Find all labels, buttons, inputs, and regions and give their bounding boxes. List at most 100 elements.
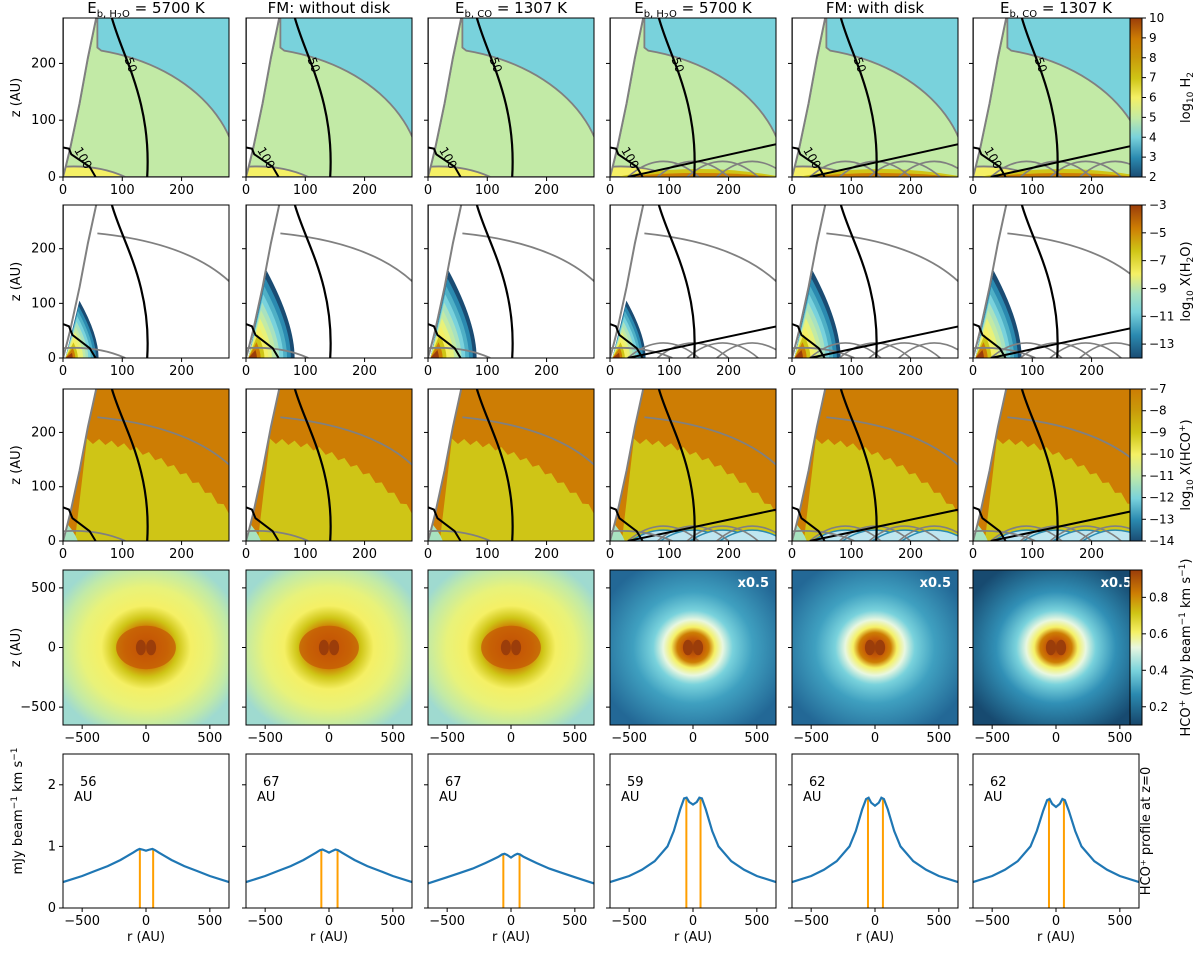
disk-edge-line [809, 325, 958, 358]
cavity-region [246, 18, 281, 177]
emission-map-4: x0.5 −500 0 500 [606, 569, 777, 746]
disk-band [1081, 529, 1139, 541]
disk-edge-line [990, 325, 1139, 358]
contour-100K [63, 506, 97, 541]
contour-50K [839, 389, 878, 541]
disk-contour [627, 342, 700, 358]
colorbar-tick-label: 2 [1149, 170, 1157, 184]
disk-edge-line [809, 143, 958, 177]
x-tick-label: −500 [974, 914, 1010, 929]
contour-50K [657, 389, 696, 541]
scale-label: x0.5 [920, 576, 951, 591]
h2o-band [248, 342, 261, 358]
cavity-region [63, 389, 98, 541]
h2o-band [430, 350, 439, 358]
colorbar-tick-label: 3 [1149, 150, 1157, 164]
colorbar-fill [1129, 388, 1143, 542]
panel-frame [62, 17, 230, 178]
x-axis-label: r (AU) [856, 930, 894, 945]
colorbar-2: −3 −5 −7 −9 −11 −13 log10 X(H2O) [1129, 198, 1196, 359]
disk-contour [656, 525, 730, 541]
colorbar-tick-label: 0.4 [1149, 663, 1168, 677]
emission-image [973, 570, 1139, 725]
emission-peak-right [875, 639, 886, 656]
disk-contour [838, 160, 912, 177]
disk-contour [838, 525, 912, 541]
cavity-region [63, 205, 98, 358]
x-tick-label: 0 [424, 364, 432, 379]
x-tick-label: 200 [169, 547, 194, 562]
x-tick-label: 0 [1052, 914, 1060, 929]
emission-peak-left [318, 639, 329, 656]
colorbar-tick-label: 0.2 [1149, 700, 1168, 714]
peak-separation-unit: AU [74, 790, 92, 805]
colorbar-tick-label: 9 [1149, 31, 1157, 45]
column-title-3: Eb, CO = 1307 K [455, 0, 568, 20]
x-tick-label: 0 [788, 183, 796, 198]
cavity-region [428, 18, 463, 177]
emission-peak-right [1056, 639, 1067, 656]
panel-frame [609, 388, 777, 542]
x-axis-label: r (AU) [674, 930, 712, 945]
colorbar-tick-label: −7 [1149, 382, 1167, 396]
x-tick-label: 100 [1020, 183, 1045, 198]
panel-frame [791, 17, 959, 178]
x-axis-label: r (AU) [310, 930, 348, 945]
panel-frame [609, 204, 777, 359]
inner-contour [792, 530, 855, 541]
x-tick-label: −500 [429, 914, 465, 929]
peak-separation-value: 62 [809, 775, 826, 790]
disk-contour [1079, 160, 1139, 177]
contour-50K [657, 18, 696, 177]
disk-contour [898, 160, 958, 177]
colorbar-tick-label: −7 [1149, 254, 1167, 268]
outer-contour [644, 232, 776, 283]
disk-band [900, 529, 958, 541]
contour-50K [475, 18, 514, 177]
colorbar-fill [1129, 204, 1143, 359]
x-tick-label: 500 [1107, 731, 1132, 746]
x-tick-label: 0 [325, 731, 333, 746]
x-tick-label: 0 [507, 731, 515, 746]
x-tick-label: 100 [657, 547, 682, 562]
x-tick-label: 200 [534, 364, 559, 379]
inner-contour [610, 346, 673, 358]
contour-100K [792, 506, 826, 541]
x-tick-label: 200 [716, 364, 741, 379]
outer-contour [280, 416, 412, 466]
h2o-panel-5: 0 100 200 [788, 204, 959, 379]
olive-region [621, 438, 776, 541]
outer-contour [462, 416, 594, 466]
colorbar-tick-label: −9 [1149, 281, 1167, 295]
x-axis-label: r (AU) [1037, 930, 1075, 945]
x-tick-label: 100 [475, 364, 500, 379]
scale-label: x0.5 [738, 576, 769, 591]
inner-contour [63, 530, 126, 541]
x-tick-label: 200 [169, 364, 194, 379]
outer-contour [97, 232, 229, 283]
contour-100K [973, 146, 1007, 177]
y-axis-label-z: z (AU) [9, 78, 24, 118]
x-tick-label: 100 [657, 364, 682, 379]
disk-contour [898, 525, 958, 541]
disk-edge-line [809, 508, 958, 541]
x-tick-label: 0 [59, 364, 67, 379]
h2o-band [975, 350, 984, 358]
x-tick-label: 0 [788, 547, 796, 562]
x-tick-label: 0 [969, 364, 977, 379]
panel-frame [791, 388, 959, 542]
emission-map-3: −500 0 500 [424, 569, 595, 746]
emission-map-1: −500 0 500 −500 0 500 [20, 569, 230, 746]
x-tick-label: 0 [788, 364, 796, 379]
y-tick-label: 500 [31, 581, 56, 596]
x-tick-label: 200 [534, 547, 559, 562]
x-tick-label: 0 [606, 364, 614, 379]
outer-contour [826, 416, 958, 466]
emission-peak-right [511, 639, 522, 656]
